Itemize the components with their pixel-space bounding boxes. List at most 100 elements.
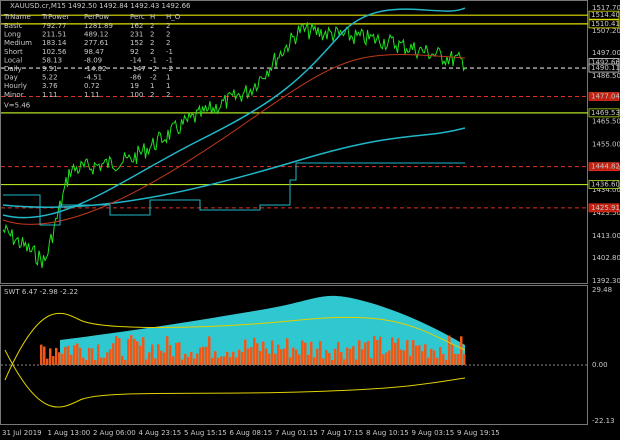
cell: 19 (130, 82, 139, 90)
osc-bar (88, 347, 91, 365)
sub-title: SWT 6.47 -2.98 -2.22 (4, 288, 78, 296)
level-label: 1492.66 (591, 59, 620, 67)
sub-axis-label: -22.13 (592, 417, 615, 425)
level-label: 1425.91 (591, 204, 620, 212)
osc-bar (259, 351, 262, 365)
column-header: H (150, 13, 155, 21)
cell: -4.51 (84, 74, 102, 82)
time-label: 31 Jul 2019 (2, 429, 42, 437)
cell: Minor (4, 91, 24, 99)
osc-bar (184, 353, 187, 365)
osc-bar (121, 355, 124, 365)
symbol-title: XAUUSD.cr,M15 1492.50 1492.84 1492.43 14… (10, 2, 191, 10)
cell: -2 (166, 65, 173, 73)
column-header: PerPow (84, 13, 109, 21)
osc-bar (124, 359, 127, 365)
osc-bar (319, 341, 322, 365)
osc-bar (115, 335, 118, 365)
osc-bar (94, 359, 97, 365)
osc-bar (202, 346, 205, 365)
cell: 102.56 (42, 48, 67, 56)
level-label: 1477.04 (591, 93, 620, 101)
osc-bar (85, 359, 88, 365)
column-header: TrPower (41, 13, 69, 21)
osc-bar (193, 358, 196, 365)
price-label: 1413.00 (592, 232, 620, 240)
osc-bar (445, 359, 448, 365)
osc-bar (214, 351, 217, 365)
cell: Local (4, 56, 22, 64)
osc-bar (391, 337, 394, 365)
osc-bar (346, 347, 349, 365)
osc-bar (241, 352, 244, 365)
osc-bar (76, 343, 79, 365)
osc-bar (130, 335, 133, 365)
step-line (3, 162, 465, 226)
osc-bar (253, 337, 256, 365)
osc-bar (397, 338, 400, 365)
cell: 211.51 (42, 31, 67, 39)
osc-bar (73, 345, 76, 365)
osc-bar (268, 353, 271, 365)
osc-bar (385, 352, 388, 365)
osc-bar (145, 359, 148, 365)
cell: 1 (166, 82, 170, 90)
osc-bar (112, 343, 115, 365)
osc-bar (169, 345, 172, 365)
osc-bar (40, 344, 43, 365)
osc-bar (343, 359, 346, 365)
time-label: 2 Aug 06:00 (93, 429, 136, 437)
cell: 2 (150, 91, 154, 99)
osc-bar (52, 356, 55, 365)
osc-bar (379, 336, 382, 365)
level-box (588, 10, 620, 20)
osc-bar (256, 343, 259, 365)
osc-bar (217, 357, 220, 365)
cell: -86 (130, 74, 142, 82)
osc-bar (67, 345, 70, 365)
osc-bar (232, 351, 235, 365)
osc-bar (109, 349, 112, 365)
time-label: 5 Aug 15:15 (184, 429, 227, 437)
osc-bar (136, 341, 139, 365)
osc-bar (307, 354, 310, 365)
cell: 2 (166, 22, 170, 30)
cell: 9.51 (42, 65, 58, 73)
cyan-area (60, 295, 465, 365)
time-label: 7 Aug 01:15 (275, 429, 318, 437)
osc-bar (277, 344, 280, 365)
osc-bar (103, 357, 106, 365)
price-label: 1392.30 (592, 277, 620, 285)
osc-bar (199, 347, 202, 365)
level-label: 1444.82 (591, 163, 620, 171)
osc-bar (148, 352, 151, 365)
price-label: 1434.00 (592, 186, 620, 194)
cell: 183.14 (42, 39, 67, 47)
osc-bar (439, 347, 442, 365)
osc-bar (223, 356, 226, 365)
osc-bar (403, 350, 406, 365)
osc-bar (394, 342, 397, 365)
cell: 152 (130, 39, 143, 47)
cell: Basic (4, 22, 23, 30)
osc-bar (265, 348, 268, 365)
osc-bar (280, 349, 283, 365)
cell: 2 (166, 91, 170, 99)
cell: 2 (150, 31, 154, 39)
osc-bar (367, 340, 370, 365)
osc-bar (286, 338, 289, 365)
osc-bar (271, 340, 274, 365)
level-box (588, 203, 620, 213)
sub-plot: 29.48 0.00 -22.13 (1, 286, 615, 425)
osc-bar (427, 357, 430, 365)
osc-bar (382, 354, 385, 365)
osc-bar (175, 342, 178, 365)
osc-bar (463, 353, 466, 365)
cell: Short (4, 48, 23, 56)
sub-axis-label: 29.48 (592, 286, 612, 294)
osc-bar (328, 352, 331, 365)
osc-bar (361, 349, 364, 365)
osc-bar (118, 338, 121, 365)
osc-bar (196, 353, 199, 365)
cell: 1281.89 (84, 22, 113, 30)
